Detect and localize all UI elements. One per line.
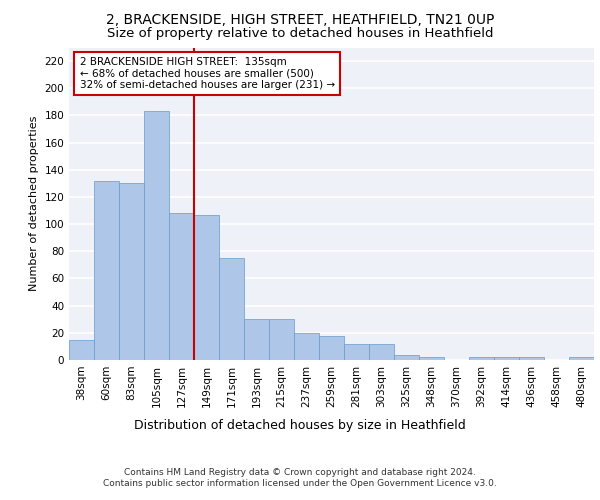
Text: 2 BRACKENSIDE HIGH STREET:  135sqm
← 68% of detached houses are smaller (500)
32: 2 BRACKENSIDE HIGH STREET: 135sqm ← 68% …	[79, 57, 335, 90]
Bar	[494, 358, 519, 360]
Bar	[69, 340, 94, 360]
Bar	[344, 344, 369, 360]
Text: Distribution of detached houses by size in Heathfield: Distribution of detached houses by size …	[134, 420, 466, 432]
Bar	[294, 333, 319, 360]
Bar	[394, 354, 419, 360]
Bar	[194, 214, 219, 360]
Text: Contains HM Land Registry data © Crown copyright and database right 2024.
Contai: Contains HM Land Registry data © Crown c…	[103, 468, 497, 487]
Bar	[144, 112, 169, 360]
Bar	[244, 319, 269, 360]
Bar	[519, 358, 544, 360]
Text: Size of property relative to detached houses in Heathfield: Size of property relative to detached ho…	[107, 28, 493, 40]
Bar	[119, 184, 144, 360]
Bar	[319, 336, 344, 360]
Bar	[169, 214, 194, 360]
Bar	[369, 344, 394, 360]
Text: 2, BRACKENSIDE, HIGH STREET, HEATHFIELD, TN21 0UP: 2, BRACKENSIDE, HIGH STREET, HEATHFIELD,…	[106, 12, 494, 26]
Y-axis label: Number of detached properties: Number of detached properties	[29, 116, 39, 292]
Bar	[569, 358, 594, 360]
Bar	[94, 180, 119, 360]
Bar	[419, 358, 444, 360]
Bar	[469, 358, 494, 360]
Bar	[219, 258, 244, 360]
Bar	[269, 319, 294, 360]
